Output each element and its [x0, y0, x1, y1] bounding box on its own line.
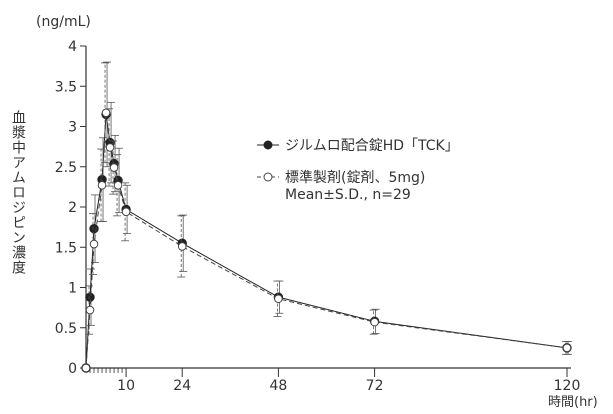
- data-point-open: [105, 143, 115, 152]
- y-tick-label: 3.5: [55, 79, 77, 95]
- data-point-open: [370, 317, 379, 327]
- data-point-open: [121, 207, 131, 217]
- y-tick-label: 2: [68, 200, 77, 216]
- data-point-filled: [85, 292, 95, 302]
- data-point-open: [109, 163, 119, 172]
- data-point-open: [81, 363, 91, 373]
- x-tick-label: 10: [117, 378, 135, 394]
- x-axis-label: 時間(hr): [548, 395, 598, 410]
- data-point-open: [85, 305, 95, 315]
- y-axis-unit: (ng/mL): [36, 14, 91, 30]
- legend-marker: [263, 140, 273, 150]
- x-tick-label: 48: [269, 378, 287, 394]
- data-point-open: [97, 180, 107, 190]
- data-point-open: [101, 108, 111, 118]
- legend-label: ジルムロ配合錠HD「TCK」: [285, 138, 459, 154]
- series-layer: [81, 61, 572, 373]
- data-point-open: [177, 242, 187, 251]
- data-point-open: [274, 294, 283, 304]
- legend-marker: [263, 172, 273, 182]
- series-1: [81, 61, 572, 373]
- data-point-open: [89, 239, 99, 249]
- data-point-open: [562, 343, 572, 353]
- y-tick-label: 1.5: [55, 240, 77, 256]
- y-tick-label: 3: [68, 120, 77, 136]
- x-tick-label: 72: [366, 378, 384, 394]
- data-point-open: [113, 180, 123, 190]
- y-tick-label: 0: [68, 361, 77, 377]
- x-tick-label: 24: [173, 378, 191, 394]
- y-tick-label: 1: [68, 281, 77, 297]
- series-2: [81, 62, 572, 373]
- x-tick-label: 120: [554, 378, 581, 394]
- y-axis-label: 血漿中アムロジピン濃度: [10, 110, 26, 275]
- legend-note: Mean±S.D., n=29: [285, 187, 411, 203]
- data-point-filled: [89, 224, 99, 234]
- legend: ジルムロ配合錠HD「TCK」標準製剤(錠剤、5mg)Mean±S.D., n=2…: [257, 138, 459, 203]
- y-tick-label: 2.5: [55, 160, 77, 176]
- y-tick-label: 4: [68, 39, 77, 55]
- axes: 0 0.5 1 1.5 2 2.5 3 3.5 4 10 24 48 72 120: [55, 39, 581, 394]
- y-tick-label: 0.5: [55, 321, 77, 337]
- legend-label: 標準製剤(錠剤、5mg): [285, 170, 425, 186]
